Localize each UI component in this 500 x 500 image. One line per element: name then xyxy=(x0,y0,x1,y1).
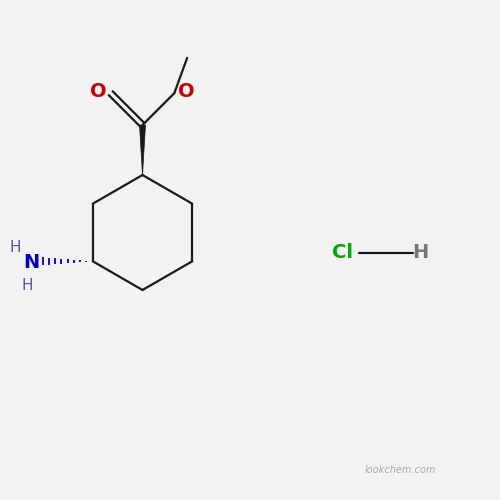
Polygon shape xyxy=(140,125,145,175)
Text: O: O xyxy=(90,82,107,101)
Text: N: N xyxy=(24,252,40,272)
Text: H: H xyxy=(22,278,34,292)
Text: lookchem.com: lookchem.com xyxy=(364,465,436,475)
Text: H: H xyxy=(10,240,21,254)
Text: H: H xyxy=(412,243,428,262)
Text: O: O xyxy=(178,82,194,101)
Text: Cl: Cl xyxy=(332,243,353,262)
